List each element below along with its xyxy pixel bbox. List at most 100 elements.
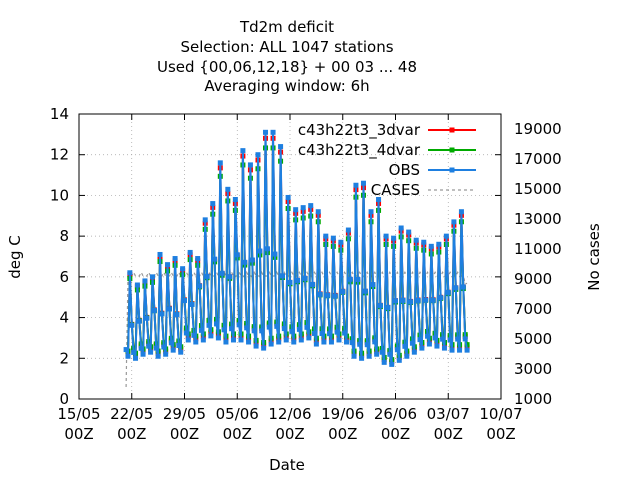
data-point — [142, 278, 148, 284]
data-point — [138, 345, 144, 351]
data-point — [253, 343, 259, 349]
data-point — [244, 325, 250, 331]
data-point — [460, 284, 466, 290]
x-tick-label-date: 12/06 — [268, 405, 311, 423]
data-point — [261, 345, 267, 351]
data-point — [274, 323, 280, 329]
legend-marker — [449, 127, 455, 133]
y2-tick-label: 3000 — [514, 360, 552, 378]
data-point — [451, 219, 457, 225]
data-point — [436, 241, 442, 247]
data-point — [370, 282, 376, 288]
data-point — [413, 237, 419, 243]
data-point — [168, 340, 174, 346]
data-point — [200, 337, 206, 343]
data-point — [208, 333, 214, 339]
data-point — [464, 347, 470, 353]
data-point — [368, 209, 374, 215]
data-point — [202, 217, 208, 223]
data-point — [374, 351, 380, 357]
data-point — [385, 305, 391, 311]
data-point — [180, 266, 186, 272]
data-point — [193, 339, 199, 345]
data-point — [255, 152, 261, 158]
data-point — [295, 277, 301, 283]
x-tick-label-time: 00Z — [275, 425, 304, 443]
data-point — [443, 233, 449, 239]
data-point — [270, 129, 276, 135]
data-point — [264, 246, 270, 252]
data-point — [304, 324, 310, 330]
x-axis-label: Date — [269, 456, 305, 474]
data-point — [198, 327, 204, 333]
data-point — [408, 299, 414, 305]
data-point — [306, 335, 312, 341]
y2-tick-label: 13000 — [514, 210, 562, 228]
x-tick-label-time: 00Z — [434, 425, 463, 443]
data-point — [266, 324, 272, 330]
data-point — [455, 336, 461, 342]
data-point — [313, 341, 319, 347]
data-point — [140, 351, 146, 357]
data-point — [389, 361, 395, 367]
data-point — [319, 331, 325, 337]
data-point — [230, 337, 236, 343]
data-point — [310, 281, 316, 287]
data-point — [172, 256, 178, 262]
data-point — [189, 301, 195, 307]
data-point — [332, 293, 338, 299]
x-tick-label-time: 00Z — [223, 425, 252, 443]
y2-tick-label: 1000 — [514, 390, 552, 408]
data-point — [377, 303, 383, 309]
data-point — [345, 227, 351, 233]
data-point — [359, 355, 365, 361]
data-point — [129, 322, 135, 328]
y-tick-label: 12 — [50, 146, 69, 164]
chart-title: Td2m deficit Selection: ALL 1047 station… — [157, 18, 417, 95]
data-point — [247, 162, 253, 168]
data-point — [428, 243, 434, 249]
data-point — [204, 273, 210, 279]
data-point — [183, 330, 189, 336]
data-point — [308, 203, 314, 209]
data-point — [430, 297, 436, 303]
x-tick-label-time: 00Z — [328, 425, 357, 443]
data-point — [165, 262, 171, 268]
data-point — [411, 349, 417, 355]
title-line-4: Averaging window: 6h — [204, 77, 369, 95]
data-point — [144, 315, 150, 321]
y2-axis-label: No cases — [585, 223, 603, 291]
data-point — [415, 297, 421, 303]
data-point — [445, 289, 451, 295]
data-point — [441, 345, 447, 351]
data-point — [157, 251, 163, 257]
data-point — [170, 347, 176, 353]
data-point — [300, 205, 306, 211]
data-point — [133, 355, 139, 361]
y-tick-label: 0 — [59, 390, 69, 408]
data-point — [283, 337, 289, 343]
data-point — [185, 337, 191, 343]
y-tick-label: 2 — [59, 349, 69, 367]
data-point — [234, 252, 240, 258]
data-point — [236, 322, 242, 328]
data-point — [351, 353, 357, 359]
data-point — [178, 349, 184, 355]
y2-tick-label: 7000 — [514, 300, 552, 318]
x-tick-label-time: 00Z — [117, 425, 146, 443]
x-tick-label-date: 15/05 — [57, 405, 100, 423]
title-line-2: Selection: ALL 1047 stations — [180, 38, 393, 56]
data-point — [285, 194, 291, 200]
data-point — [223, 339, 229, 345]
data-point — [330, 235, 336, 241]
data-point — [287, 279, 293, 285]
x-tick-label-date: 19/06 — [321, 405, 364, 423]
data-point — [336, 337, 342, 343]
data-point — [146, 343, 152, 349]
data-point — [232, 197, 238, 202]
data-point — [349, 340, 355, 346]
data-point — [131, 349, 137, 355]
data-point — [246, 339, 252, 345]
x-tick-label-date: 03/07 — [427, 405, 470, 423]
y-tick-label: 14 — [50, 105, 69, 123]
